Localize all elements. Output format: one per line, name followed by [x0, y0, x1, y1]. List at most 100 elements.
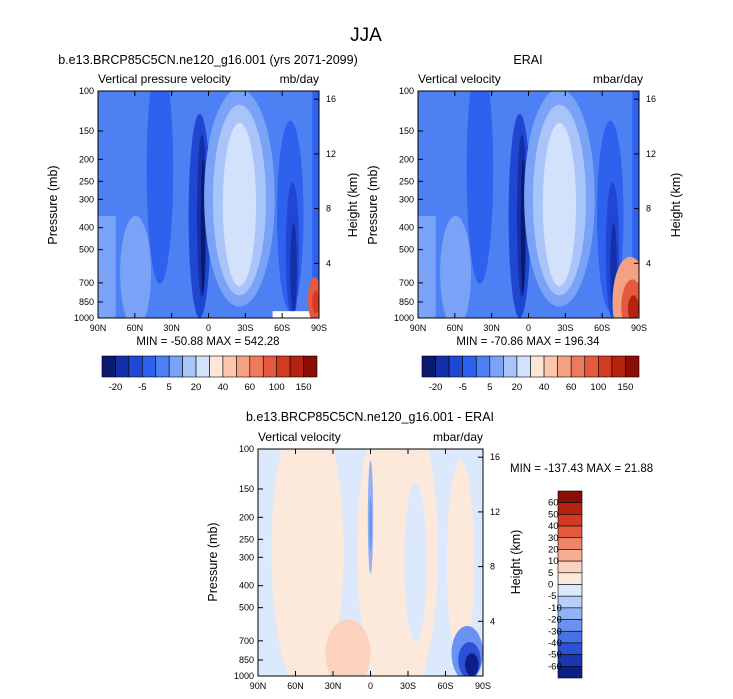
y-tick-label: 150 — [79, 126, 94, 136]
colorbar-swatch — [276, 355, 291, 378]
x-tick-label: 60N — [447, 323, 464, 333]
colorbar-label: -20 — [548, 615, 562, 626]
field-region — [440, 215, 472, 318]
colorbar-label: 100 — [590, 382, 606, 393]
contour-field — [258, 449, 483, 676]
contour-field — [98, 91, 319, 318]
x-tick-label: 60S — [437, 681, 453, 691]
height-tick-label: 12 — [326, 149, 336, 159]
colorbar-swatch — [155, 355, 170, 378]
colorbar-swatch — [503, 355, 518, 378]
height-tick-label: 16 — [326, 94, 336, 104]
colorbar-swatch — [557, 560, 583, 574]
x-tick-label: 60S — [274, 323, 290, 333]
colorbar-label: -50 — [548, 650, 562, 661]
field-region — [465, 653, 479, 676]
colorbar-label: -5 — [458, 382, 466, 393]
y-tick-label: 300 — [239, 552, 254, 562]
colorbar-swatch — [475, 355, 491, 378]
height-axis: 4 8 12 16 — [478, 452, 500, 626]
colorbar-swatch — [570, 355, 586, 378]
panel-left-label: Vertical pressure velocity — [98, 72, 231, 86]
y-tick-label: 250 — [239, 534, 254, 544]
colorbar-label: 60 — [548, 498, 559, 509]
y-axis: 100 150 200 250 300 400 500 700 850 1000 — [394, 86, 423, 323]
y-tick-label: 250 — [399, 176, 414, 186]
x-tick-label: 90S — [631, 323, 647, 333]
colorbar-swatch — [557, 490, 583, 503]
y-tick-label: 100 — [239, 444, 254, 454]
colorbar-swatch — [435, 355, 450, 378]
x-tick-label: 30S — [237, 323, 253, 333]
panel-units: mbar/day — [433, 430, 483, 444]
min-max-stats: MIN = -137.43 MAX = 21.88 — [510, 463, 653, 475]
colorbar-label: -30 — [548, 626, 562, 637]
y-tick-label: 850 — [239, 655, 254, 665]
colorbar-label: 50 — [548, 509, 559, 520]
x-tick-label: 30N — [483, 323, 500, 333]
colorbar-label: 30 — [548, 533, 559, 544]
y-tick-label: 500 — [399, 245, 414, 255]
x-tick-label: 0 — [368, 681, 373, 691]
colorbar-label: 20 — [191, 382, 202, 393]
x-tick-label: 30N — [325, 681, 342, 691]
field-region — [542, 122, 577, 287]
height-tick-label: 16 — [646, 94, 656, 104]
x-tick-label: 90S — [311, 323, 327, 333]
height-axis-label: Height (km) — [509, 530, 523, 595]
field-region — [447, 460, 474, 665]
colorbar-label: -10 — [548, 603, 562, 614]
height-axis-label: Height (km) — [346, 173, 360, 238]
y-tick-label: 850 — [79, 297, 94, 307]
colorbar-label: 40 — [548, 521, 559, 532]
field-region — [632, 91, 639, 318]
x-tick-label: 60N — [127, 323, 144, 333]
height-tick-label: 4 — [326, 258, 331, 268]
field-region — [418, 215, 436, 318]
y-tick-label: 1000 — [394, 313, 414, 323]
colorbar-swatch — [262, 355, 277, 378]
x-axis: 90N 60N 30N 0 30S 60S 90S — [250, 449, 491, 691]
x-axis: 90N 60N 30N 0 30S 60S 90S — [90, 91, 327, 333]
field-region — [312, 91, 319, 318]
x-tick-label: 30S — [400, 681, 416, 691]
panel-units: mbar/day — [593, 72, 643, 86]
x-tick-label: 0 — [526, 323, 531, 333]
colorbar-swatch — [557, 572, 583, 585]
field-region — [146, 91, 174, 284]
y-tick-label: 200 — [399, 154, 414, 164]
field-region — [120, 215, 152, 318]
field-region — [404, 483, 427, 642]
height-tick-label: 4 — [490, 616, 495, 626]
y-tick-label: 400 — [399, 223, 414, 233]
colorbar-swatch — [421, 355, 436, 378]
field-region — [325, 619, 371, 676]
colorbar-label: 100 — [269, 382, 285, 393]
x-tick-label: 30S — [557, 323, 573, 333]
panel-erai: ERAI Vertical velocity mbar/day 90N 60N 30… — [366, 53, 683, 393]
panel-title: b.e13.BRCP85C5CN.ne120_g16.001 (yrs 2071… — [58, 53, 358, 67]
colorbar-swatch — [625, 355, 640, 378]
field-region — [271, 449, 344, 676]
colorbar-swatch — [168, 355, 183, 378]
colorbar-label: -20 — [109, 382, 123, 393]
colorbar-swatch — [101, 355, 116, 378]
colorbar-swatch — [115, 355, 130, 378]
panel-difference: b.e13.BRCP85C5CN.ne120_g16.001 - ERAI Ve… — [206, 410, 653, 691]
colorbar-label: 5 — [548, 568, 553, 579]
colorbar-swatch — [209, 355, 224, 378]
colorbar: -20 -5 5 20 40 60 100 150 — [421, 355, 640, 393]
colorbar-label: -40 — [548, 638, 562, 649]
colorbar-label: 0 — [548, 580, 553, 591]
field-region — [290, 222, 297, 314]
y-axis-label: Pressure (mb) — [366, 165, 380, 244]
colorbar-swatch — [543, 355, 558, 378]
y-tick-label: 1000 — [234, 671, 254, 681]
x-tick-label: 60S — [594, 323, 610, 333]
height-tick-label: 12 — [646, 149, 656, 159]
y-tick-label: 700 — [239, 636, 254, 646]
colorbar-label: 60 — [566, 382, 577, 393]
height-axis-label: Height (km) — [669, 173, 683, 238]
